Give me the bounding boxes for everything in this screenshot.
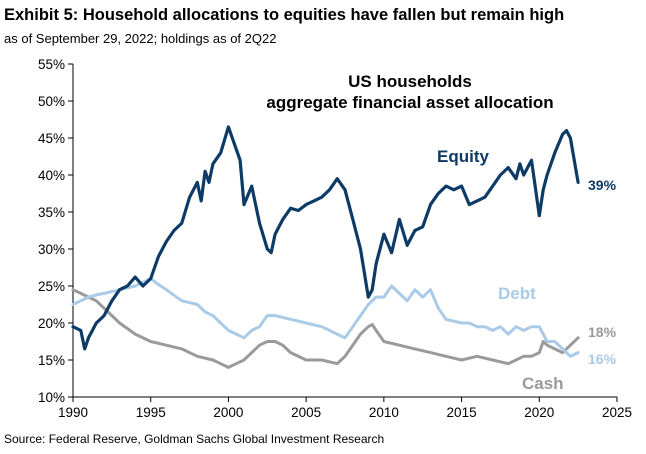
debt-legend-label: Debt xyxy=(498,284,536,303)
chart-title-line-2: aggregate financial asset allocation xyxy=(266,93,553,112)
y-tick-label: 35% xyxy=(38,205,65,220)
y-tick-label: 50% xyxy=(38,94,65,109)
y-tick-label: 15% xyxy=(38,353,65,368)
x-tick-label: 2000 xyxy=(213,405,243,420)
equity-series-line xyxy=(71,125,580,351)
y-tick-label: 10% xyxy=(38,390,65,405)
x-tick-label: 2015 xyxy=(447,405,477,420)
debt-series-line xyxy=(71,277,580,358)
y-tick-label: 30% xyxy=(38,242,65,257)
exhibit-subtitle: as of September 29, 2022; holdings as of… xyxy=(4,31,277,46)
chart-title-line-1: US households xyxy=(348,72,472,91)
x-tick-label: 2020 xyxy=(524,405,554,420)
source-note: Source: Federal Reserve, Goldman Sachs G… xyxy=(4,432,385,446)
x-tick-label: 2005 xyxy=(291,405,321,420)
cash-series-line xyxy=(71,288,580,369)
cash-legend-label: Cash xyxy=(522,374,564,393)
y-tick-label: 40% xyxy=(38,168,65,183)
debt-end-value: 16% xyxy=(588,351,617,367)
x-tick-label: 1995 xyxy=(136,405,166,420)
exhibit-title: Exhibit 5: Household allocations to equi… xyxy=(4,6,565,24)
y-tick-label: 25% xyxy=(38,279,65,294)
cash-end-value: 18% xyxy=(588,324,617,340)
equity-legend-label: Equity xyxy=(437,147,489,166)
chart-labels: US households aggregate financial asset a… xyxy=(266,72,616,393)
chart-axes: 10% 15% 20% 25% 30% 35% 40% 45% 50% 55% 1990 1995 20… xyxy=(38,57,632,420)
x-tick-label: 1990 xyxy=(58,405,88,420)
chart-series xyxy=(71,125,580,369)
y-tick-label: 55% xyxy=(38,57,65,72)
x-tick-label: 2025 xyxy=(602,405,632,420)
x-tick-label: 2010 xyxy=(369,405,399,420)
equity-end-value: 39% xyxy=(588,177,617,193)
y-tick-label: 45% xyxy=(38,131,65,146)
y-tick-label: 20% xyxy=(38,316,65,331)
